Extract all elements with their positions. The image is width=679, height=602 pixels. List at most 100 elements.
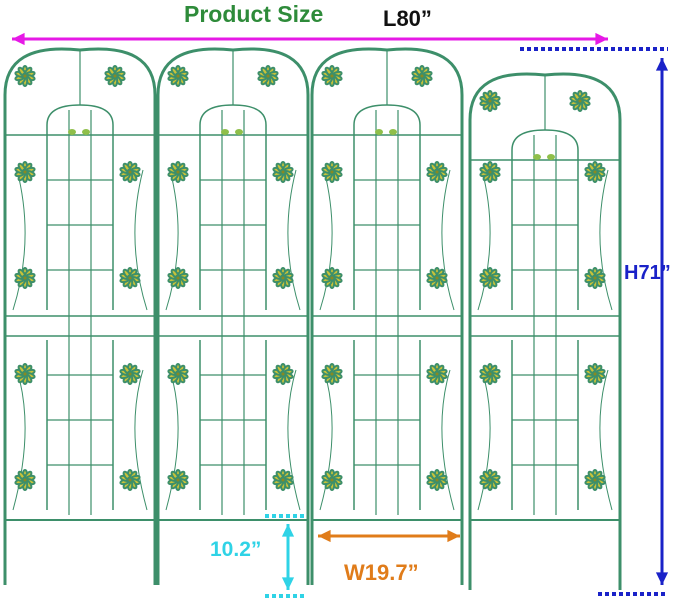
bird-icon [235, 129, 243, 135]
flower-center [433, 168, 441, 176]
flower-center [174, 274, 182, 282]
flower-center [433, 274, 441, 282]
leg-height-arrow [281, 524, 295, 590]
flower-icon [411, 65, 433, 87]
flower-center [111, 72, 119, 80]
flower-center [328, 168, 336, 176]
flower-center [279, 476, 287, 484]
flower-icon [167, 161, 189, 183]
middle-band [469, 315, 621, 337]
inner-rails [46, 340, 114, 510]
flower-center [21, 168, 29, 176]
flower-icon [426, 161, 448, 183]
length-label: L80” [383, 6, 432, 31]
flower-icon [479, 161, 501, 183]
flower-icon [569, 90, 591, 112]
inner-rails [199, 340, 267, 510]
flower-center [264, 72, 272, 80]
flower-center [433, 476, 441, 484]
flower-center [328, 476, 336, 484]
vine [319, 169, 455, 511]
flower-icon [14, 363, 36, 385]
flower-icon [321, 469, 343, 491]
length-arrow [12, 32, 608, 46]
flower-center [418, 72, 426, 80]
flower-icon [119, 161, 141, 183]
flower-center [126, 370, 134, 378]
flower-icon [584, 161, 606, 183]
flower-center [174, 168, 182, 176]
inner-rails [353, 340, 421, 510]
width-arrow [318, 529, 460, 543]
trellis-panel [3, 47, 157, 585]
bird-icon [375, 129, 383, 135]
flower-center [591, 168, 599, 176]
flower-icon [321, 363, 343, 385]
flower-center [279, 168, 287, 176]
flower-icon [479, 267, 501, 289]
height-label: H71” [624, 262, 671, 284]
bird-icon [221, 129, 229, 135]
product-size-title: Product Size [184, 1, 324, 27]
flower-icon [426, 469, 448, 491]
flower-center [21, 274, 29, 282]
arrow-head [281, 524, 295, 537]
trellis-panel [468, 72, 622, 590]
flower-center [486, 168, 494, 176]
flower-icon [426, 267, 448, 289]
arrow-head [12, 32, 25, 46]
flower-icon [272, 267, 294, 289]
flower-center [279, 274, 287, 282]
bird-icon [547, 154, 555, 160]
flower-icon [257, 65, 279, 87]
flower-icon [167, 65, 189, 87]
flower-center [486, 97, 494, 105]
flower-icon [479, 469, 501, 491]
flower-center [126, 476, 134, 484]
panel-frame [310, 47, 464, 585]
arrow-head [447, 529, 460, 543]
bird-icon [389, 129, 397, 135]
panel-frame [3, 47, 157, 585]
flower-icon [321, 267, 343, 289]
flower-icon [14, 267, 36, 289]
vine [165, 169, 301, 511]
flower-center [174, 370, 182, 378]
flower-icon [426, 363, 448, 385]
flower-center [591, 476, 599, 484]
flower-icon [14, 65, 36, 87]
flower-center [279, 370, 287, 378]
flower-center [126, 168, 134, 176]
flower-center [21, 476, 29, 484]
flower-center [486, 370, 494, 378]
bird-icon [533, 154, 541, 160]
arrow-head [655, 58, 669, 71]
arrow-head [318, 529, 331, 543]
middle-band [4, 315, 156, 337]
flower-icon [14, 161, 36, 183]
trellis-panel [156, 47, 310, 585]
panel-frame [156, 47, 310, 585]
inner-rails [511, 340, 579, 510]
width-label: W19.7” [344, 560, 419, 585]
panel-frame [468, 72, 622, 590]
flower-icon [119, 267, 141, 289]
flower-icon [479, 90, 501, 112]
flower-center [328, 72, 336, 80]
flower-icon [584, 469, 606, 491]
bird-icon [68, 129, 76, 135]
flower-center [21, 370, 29, 378]
flower-icon [272, 363, 294, 385]
flower-center [174, 72, 182, 80]
flower-icon [167, 363, 189, 385]
vine [477, 169, 613, 511]
flower-icon [584, 267, 606, 289]
flower-center [591, 274, 599, 282]
flower-icon [167, 267, 189, 289]
arrow-head [655, 572, 669, 585]
middle-band [157, 315, 309, 337]
flower-icon [321, 65, 343, 87]
flower-center [174, 476, 182, 484]
flower-center [576, 97, 584, 105]
